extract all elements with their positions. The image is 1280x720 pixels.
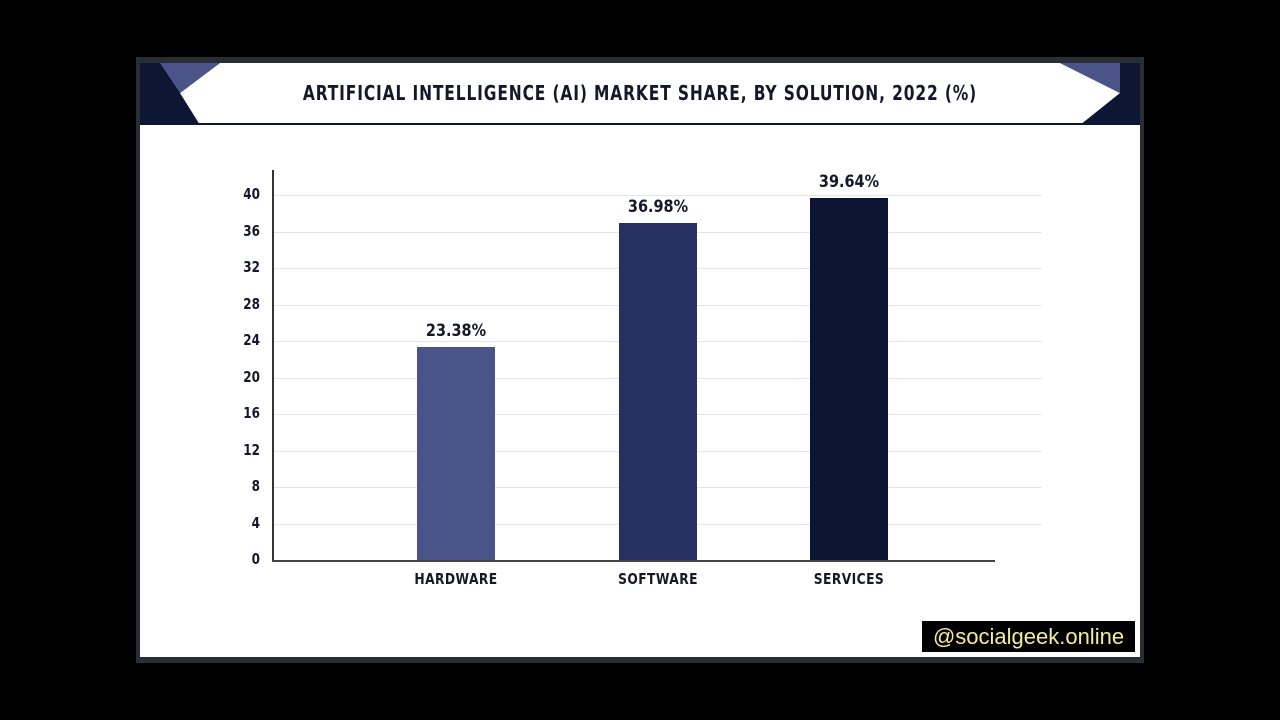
x-category-label: HARDWARE [414,570,498,588]
title-band: ARTIFICIAL INTELLIGENCE (AI) MARKET SHAR… [140,63,1140,125]
bar-value-label: 36.98% [627,196,689,217]
y-tick-label: 4 [251,513,260,532]
x-axis-line [272,560,995,562]
bar-value-label: 39.64% [818,172,880,193]
y-tick-label: 0 [251,550,260,568]
chart-card: ARTIFICIAL INTELLIGENCE (AI) MARKET SHAR… [140,63,1140,657]
y-axis-line [272,170,274,561]
bar-services [810,198,888,560]
y-tick-label: 24 [243,331,260,349]
watermark: @socialgeek.online [922,621,1135,652]
x-category-label: SERVICES [813,570,885,588]
y-tick-label: 28 [243,294,260,313]
bar-software [619,222,697,560]
right-corner-decoration-icon [1060,63,1140,125]
x-category-label: SOFTWARE [618,570,698,588]
y-tick-label: 16 [243,404,260,422]
gridline [274,195,1042,196]
bar-hardware [417,346,495,560]
y-tick-label: 32 [243,258,260,276]
chart-title: ARTIFICIAL INTELLIGENCE (AI) MARKET SHAR… [302,81,978,105]
y-tick-label: 20 [243,367,260,386]
y-tick-label: 12 [243,440,260,459]
y-tick-label: 36 [243,221,260,240]
left-corner-decoration-icon [140,63,220,125]
bar-value-label: 23.38% [425,320,487,341]
y-tick-label: 8 [251,477,260,495]
y-tick-label: 40 [243,185,260,203]
